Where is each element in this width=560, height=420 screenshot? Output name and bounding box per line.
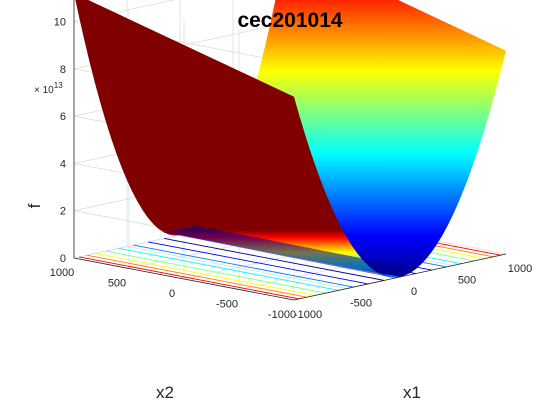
contour-line xyxy=(164,237,385,281)
contour-line xyxy=(133,244,354,288)
z-exponent-power: 13 xyxy=(54,81,63,90)
chart-title: cec201014 xyxy=(237,9,342,32)
contour-line xyxy=(79,256,300,300)
y-tick-label: -500 xyxy=(216,299,238,311)
x-axis-line xyxy=(293,253,507,301)
z-exponent-label: × 1013 xyxy=(34,81,63,96)
z-tick-label: 2 xyxy=(60,206,66,218)
y-axis-line xyxy=(73,257,295,301)
surface-mesh xyxy=(75,0,506,278)
z-exponent-base: × 10 xyxy=(34,85,54,96)
tick-labels: -1000 -500 0 500 1000 -1000 -500 0 500 1000 0 2 4 6 8 1… xyxy=(50,17,532,321)
contour-line xyxy=(148,241,369,285)
contour-line xyxy=(118,247,339,291)
y-axis-label: x2 xyxy=(156,383,174,402)
z-tick-label: 4 xyxy=(60,158,66,170)
y-tick-label: 1000 xyxy=(50,267,74,279)
x-tick-label: -500 xyxy=(350,298,372,310)
z-tick-label: 8 xyxy=(60,64,66,76)
surface-left-half xyxy=(75,0,400,278)
contour-line xyxy=(86,254,307,298)
x-tick-label: -1000 xyxy=(294,309,322,321)
z-axis-label: f xyxy=(25,203,44,208)
x-tick-label: 1000 xyxy=(508,263,532,275)
x-axis-label: x1 xyxy=(403,383,421,402)
z-tick-label: 10 xyxy=(54,17,66,29)
y-tick-label: -1000 xyxy=(268,309,296,321)
axes-lines xyxy=(73,0,507,301)
y-tick-label: 0 xyxy=(169,288,175,300)
contour-line xyxy=(105,250,326,294)
x-tick-label: 0 xyxy=(411,286,417,298)
z-tick-label: 0 xyxy=(60,253,66,265)
z-tick-label: 6 xyxy=(60,111,66,123)
surface-valley xyxy=(164,225,416,276)
x-tick-label: 500 xyxy=(458,275,476,287)
contour-line xyxy=(95,252,316,296)
y-tick-label: 500 xyxy=(108,278,126,290)
